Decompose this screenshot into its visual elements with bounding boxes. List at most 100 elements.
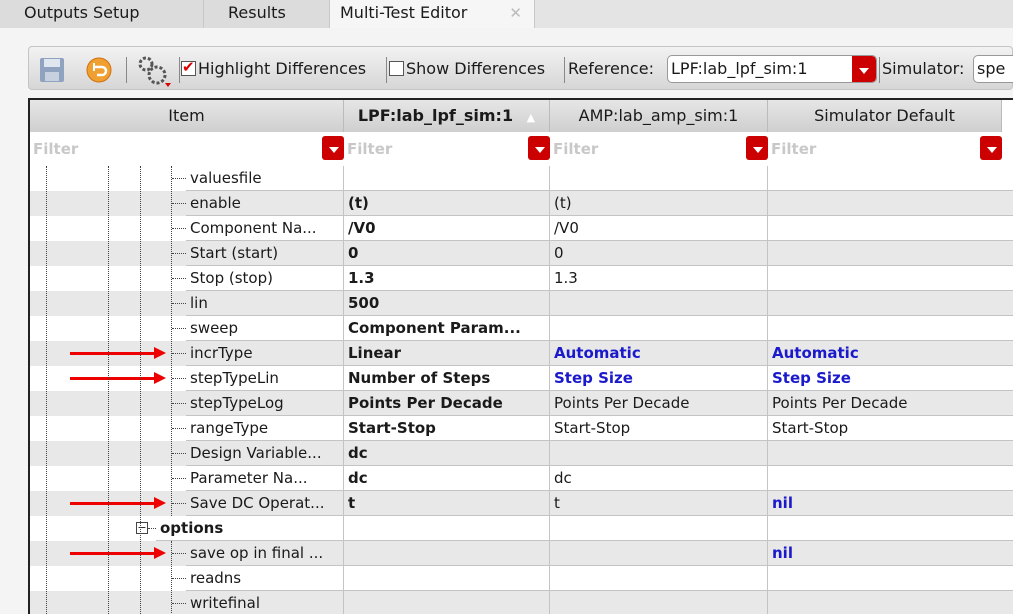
lpf-cell[interactable]: /V0 xyxy=(344,216,550,241)
chevron-down-icon[interactable] xyxy=(852,56,876,82)
table-row[interactable]: valuesfile xyxy=(30,166,1013,191)
amp-cell[interactable]: /V0 xyxy=(550,216,768,241)
amp-cell[interactable] xyxy=(550,591,768,614)
amp-cell[interactable]: Start-Stop xyxy=(550,416,768,441)
table-row[interactable]: save op in final ... nil xyxy=(30,541,1013,566)
simulator-default-cell[interactable] xyxy=(768,441,1013,466)
simulator-default-cell[interactable] xyxy=(768,166,1013,191)
filter-dropdown-icon[interactable] xyxy=(322,136,344,160)
simulator-default-cell[interactable]: nil xyxy=(768,541,1013,566)
tree-line xyxy=(172,253,186,254)
amp-cell[interactable]: Step Size xyxy=(550,366,768,391)
lpf-cell[interactable] xyxy=(344,541,550,566)
table-row[interactable]: writefinal xyxy=(30,591,1013,614)
table-row[interactable]: lin 500 xyxy=(30,291,1013,316)
table-row[interactable]: rangeType Start-Stop Start-Stop Start-Stop xyxy=(30,416,1013,441)
table-row[interactable]: incrType Linear Automatic Automatic xyxy=(30,341,1013,366)
lpf-cell[interactable] xyxy=(344,516,550,541)
simulator-default-cell[interactable]: nil xyxy=(768,491,1013,516)
amp-cell[interactable]: 0 xyxy=(550,241,768,266)
tab-multi-test-editor[interactable]: Multi-Test Editor ✕ xyxy=(330,0,535,28)
gears-icon[interactable] xyxy=(135,53,175,89)
amp-cell[interactable] xyxy=(550,566,768,591)
simulator-default-cell[interactable] xyxy=(768,291,1013,316)
reference-dropdown[interactable]: LPF:lab_lpf_sim:1 xyxy=(667,55,877,83)
table-row[interactable]: stepTypeLin Number of Steps Step Size Step … xyxy=(30,366,1013,391)
column-header-simulator-default[interactable]: Simulator Default xyxy=(768,100,1002,132)
table-row[interactable]: enable (t) (t) xyxy=(30,191,1013,216)
simulator-default-cell[interactable]: Step Size xyxy=(768,366,1013,391)
simulator-default-cell[interactable] xyxy=(768,316,1013,341)
lpf-cell[interactable]: t xyxy=(344,491,550,516)
highlight-differences-checkbox[interactable]: Highlight Differences xyxy=(181,47,366,91)
amp-cell[interactable] xyxy=(550,316,768,341)
lpf-cell[interactable]: 1.3 xyxy=(344,266,550,291)
simulator-default-cell[interactable] xyxy=(768,266,1013,291)
column-header-amp[interactable]: AMP:lab_amp_sim:1 xyxy=(550,100,768,132)
save-icon[interactable] xyxy=(39,57,65,83)
tab-results[interactable]: Results xyxy=(204,0,330,28)
lpf-cell[interactable] xyxy=(344,591,550,614)
table-row[interactable]: stepTypeLog Points Per Decade Points Per D… xyxy=(30,391,1013,416)
amp-cell[interactable] xyxy=(550,291,768,316)
table-row[interactable]: Start (start) 0 0 xyxy=(30,241,1013,266)
collapse-icon[interactable]: − xyxy=(136,521,148,534)
lpf-cell[interactable]: Points Per Decade xyxy=(344,391,550,416)
amp-cell[interactable]: (t) xyxy=(550,191,768,216)
column-header-item[interactable]: Item xyxy=(30,100,344,132)
table-row[interactable]: Design Variable... dc xyxy=(30,441,1013,466)
amp-cell[interactable]: t xyxy=(550,491,768,516)
filter-simulator-default[interactable]: Filter xyxy=(768,132,1002,166)
column-header-lpf[interactable]: LPF:lab_lpf_sim:1 ▲ xyxy=(344,100,550,132)
table-row[interactable]: Component Na.../V0/V0 xyxy=(30,216,1013,241)
checkbox-checked-icon xyxy=(181,58,196,76)
amp-cell[interactable] xyxy=(550,541,768,566)
amp-cell[interactable]: 1.3 xyxy=(550,266,768,291)
simulator-default-cell[interactable]: Automatic xyxy=(768,341,1013,366)
amp-cell[interactable]: dc xyxy=(550,466,768,491)
simulator-default-cell[interactable]: Points Per Decade xyxy=(768,391,1013,416)
filter-dropdown-icon[interactable] xyxy=(746,136,768,160)
filter-dropdown-icon[interactable] xyxy=(980,136,1002,160)
simulator-default-cell[interactable] xyxy=(768,191,1013,216)
amp-cell[interactable] xyxy=(550,441,768,466)
amp-cell[interactable] xyxy=(550,516,768,541)
filter-amp[interactable]: Filter xyxy=(550,132,768,166)
lpf-cell[interactable]: Component Param... xyxy=(344,316,550,341)
lpf-cell[interactable]: (t) xyxy=(344,191,550,216)
lpf-cell[interactable] xyxy=(344,166,550,191)
table-row[interactable]: Save DC Operat... t t nil xyxy=(30,491,1013,516)
lpf-cell[interactable]: 500 xyxy=(344,291,550,316)
lpf-cell[interactable]: 0 xyxy=(344,241,550,266)
lpf-cell[interactable] xyxy=(344,566,550,591)
lpf-cell[interactable]: Number of Steps xyxy=(344,366,550,391)
simulator-default-cell[interactable] xyxy=(768,466,1013,491)
lpf-cell[interactable]: dc xyxy=(344,466,550,491)
amp-cell[interactable]: Points Per Decade xyxy=(550,391,768,416)
lpf-cell[interactable]: Start-Stop xyxy=(344,416,550,441)
amp-cell[interactable] xyxy=(550,166,768,191)
simulator-default-cell[interactable]: Start-Stop xyxy=(768,416,1013,441)
simulator-dropdown[interactable]: spe xyxy=(973,55,1013,83)
filter-dropdown-icon[interactable] xyxy=(528,136,550,160)
lpf-cell[interactable]: dc xyxy=(344,441,550,466)
filter-item[interactable]: Filter xyxy=(30,132,344,166)
amp-cell[interactable]: Automatic xyxy=(550,341,768,366)
close-icon[interactable]: ✕ xyxy=(509,4,522,22)
table-row[interactable]: Stop (stop) 1.3 1.3 xyxy=(30,266,1013,291)
table-row[interactable]: readns xyxy=(30,566,1013,591)
undo-icon[interactable] xyxy=(85,56,113,84)
table-row[interactable]: sweep Component Param... xyxy=(30,316,1013,341)
tree-group-row[interactable]: − options xyxy=(30,516,1013,541)
simulator-default-cell[interactable] xyxy=(768,216,1013,241)
simulator-default-cell[interactable] xyxy=(768,241,1013,266)
simulator-default-cell[interactable] xyxy=(768,516,1013,541)
reference-label: Reference: xyxy=(568,59,654,78)
simulator-default-cell[interactable] xyxy=(768,591,1013,614)
table-row[interactable]: Parameter Na... dc dc xyxy=(30,466,1013,491)
simulator-default-cell[interactable] xyxy=(768,566,1013,591)
show-differences-checkbox[interactable]: Show Differences xyxy=(389,47,545,91)
filter-lpf[interactable]: Filter xyxy=(344,132,550,166)
tab-outputs-setup[interactable]: Outputs Setup xyxy=(0,0,204,28)
lpf-cell[interactable]: Linear xyxy=(344,341,550,366)
